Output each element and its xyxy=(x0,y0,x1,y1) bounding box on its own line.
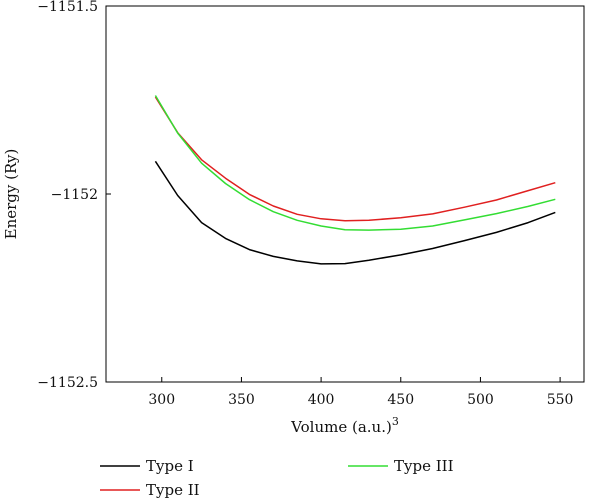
x-axis-title-superscript: 3 xyxy=(392,415,399,428)
y-tick-label: −1151.5 xyxy=(37,0,98,15)
plot-frame xyxy=(105,5,585,383)
y-tick-label: −1152 xyxy=(51,187,98,203)
series-line-type-i xyxy=(154,160,556,265)
y-axis-ticks: −1151.5 −1152 −1152.5 xyxy=(37,0,111,391)
legend: Type I Type II Type III xyxy=(100,457,454,499)
legend-label-type-ii: Type II xyxy=(146,481,200,499)
series-line-type-iii xyxy=(154,95,556,231)
x-tick-label: 500 xyxy=(467,392,494,408)
x-tick-label: 400 xyxy=(308,392,335,408)
x-tick-label: 300 xyxy=(148,392,175,408)
legend-label-type-i: Type I xyxy=(146,457,194,475)
series-line-type-ii xyxy=(154,96,556,222)
series-lines xyxy=(154,95,556,265)
x-tick-label: 550 xyxy=(547,392,574,408)
x-axis-ticks: 300 350 400 450 500 550 xyxy=(148,377,573,408)
legend-label-type-iii: Type III xyxy=(394,457,454,475)
y-tick-label: −1152.5 xyxy=(37,375,98,391)
x-axis-title: Volume (a.u.)3 xyxy=(290,415,399,436)
x-tick-label: 350 xyxy=(228,392,255,408)
y-axis-title: Energy (Ry) xyxy=(2,149,20,240)
x-tick-label: 450 xyxy=(387,392,414,408)
